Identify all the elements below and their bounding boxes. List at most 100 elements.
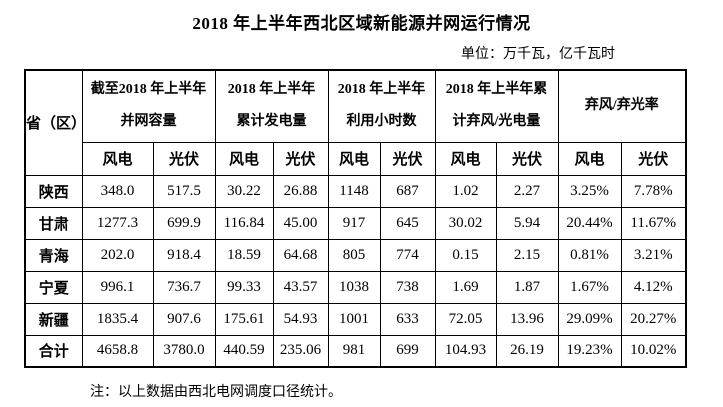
value-cell: 0.15 <box>434 238 497 272</box>
sub-header-solar: 光伏 <box>620 141 687 176</box>
value-cell: 30.02 <box>434 206 497 240</box>
value-cell: 10.02% <box>620 334 687 368</box>
value-cell: 1835.4 <box>81 302 154 336</box>
sub-header-row: 风电 光伏 风电 光伏 风电 光伏 风电 光伏 风电 光伏 <box>25 141 687 176</box>
corner-header-province: 省（区） <box>24 69 83 176</box>
table-row-xinjiang: 新疆 1835.4 907.6 175.61 54.93 1001 633 72… <box>24 302 687 336</box>
value-cell: 1.69 <box>434 270 497 304</box>
value-cell: 1001 <box>327 302 381 336</box>
value-cell: 235.06 <box>272 334 329 368</box>
page-title: 2018 年上半年西北区域新能源并网运行情况 <box>192 14 531 33</box>
value-cell: 3.25% <box>557 174 622 208</box>
province-cell: 新疆 <box>24 302 83 336</box>
group-header-line: 计弃风/光电量 <box>452 114 541 130</box>
table-row-total: 合计 4658.8 3780.0 440.59 235.06 981 699 1… <box>24 334 687 368</box>
value-cell: 687 <box>379 174 436 208</box>
group-header-cumulative-generation: 2018 年上半年 累计发电量 <box>214 69 329 143</box>
group-header-line: 2018 年上半年 <box>337 82 426 98</box>
group-header-line: 弃风/弃光率 <box>584 98 659 114</box>
value-cell: 26.88 <box>272 174 329 208</box>
value-cell: 918.4 <box>152 238 216 272</box>
value-cell: 54.93 <box>272 302 329 336</box>
value-cell: 0.81% <box>557 238 622 272</box>
province-cell: 青海 <box>24 238 83 272</box>
value-cell: 699.9 <box>152 206 216 240</box>
value-cell: 699 <box>379 334 436 368</box>
sub-header-wind: 风电 <box>327 141 381 176</box>
value-cell: 20.44% <box>557 206 622 240</box>
table-row-ningxia: 宁夏 996.1 736.7 99.33 43.57 1038 738 1.69… <box>24 270 687 304</box>
value-cell: 2.15 <box>495 238 559 272</box>
value-cell: 72.05 <box>434 302 497 336</box>
value-cell: 1038 <box>327 270 381 304</box>
new-energy-grid-table: 省（区） 截至2018 年上半年 并网容量 2018 年上半年 累计发电量 20… <box>24 69 688 368</box>
value-cell: 5.94 <box>495 206 559 240</box>
table-row-shaanxi: 陕西 348.0 517.5 30.22 26.88 1148 687 1.02… <box>24 174 687 208</box>
group-header-line: 截至2018 年上半年 <box>90 82 207 98</box>
value-cell: 99.33 <box>214 270 274 304</box>
value-cell: 20.27% <box>620 302 687 336</box>
group-header-curtailment-rate: 弃风/弃光率 <box>557 69 687 143</box>
sub-header-wind: 风电 <box>557 141 622 176</box>
group-header-line: 2018 年上半年累 <box>445 82 548 98</box>
value-cell: 26.19 <box>495 334 559 368</box>
value-cell: 348.0 <box>81 174 154 208</box>
value-cell: 907.6 <box>152 302 216 336</box>
value-cell: 996.1 <box>81 270 154 304</box>
group-header-grid-capacity: 截至2018 年上半年 并网容量 <box>81 69 216 143</box>
value-cell: 29.09% <box>557 302 622 336</box>
sub-header-wind: 风电 <box>81 141 154 176</box>
value-cell: 774 <box>379 238 436 272</box>
group-header-row: 省（区） 截至2018 年上半年 并网容量 2018 年上半年 累计发电量 20… <box>24 69 687 176</box>
value-cell: 19.23% <box>557 334 622 368</box>
table-row-gansu: 甘肃 1277.3 699.9 116.84 45.00 917 645 30.… <box>24 206 687 240</box>
sub-header-solar: 光伏 <box>379 141 436 176</box>
value-cell: 13.96 <box>495 302 559 336</box>
group-header-line: 利用小时数 <box>346 114 417 130</box>
value-cell: 2.27 <box>495 174 559 208</box>
value-cell: 917 <box>327 206 381 240</box>
group-header-line: 累计发电量 <box>236 114 307 130</box>
value-cell: 202.0 <box>81 238 154 272</box>
sub-header-solar: 光伏 <box>495 141 559 176</box>
value-cell: 11.67% <box>620 206 687 240</box>
value-cell: 1.02 <box>434 174 497 208</box>
group-header-line: 2018 年上半年 <box>227 82 316 98</box>
value-cell: 738 <box>379 270 436 304</box>
value-cell: 736.7 <box>152 270 216 304</box>
value-cell: 981 <box>327 334 381 368</box>
province-cell: 甘肃 <box>24 206 83 240</box>
value-cell: 633 <box>379 302 436 336</box>
group-header-utilization-hours: 2018 年上半年 利用小时数 <box>327 69 436 143</box>
value-cell: 3.21% <box>620 238 687 272</box>
value-cell: 440.59 <box>214 334 274 368</box>
province-cell: 陕西 <box>24 174 83 208</box>
value-cell: 43.57 <box>272 270 329 304</box>
value-cell: 805 <box>327 238 381 272</box>
value-cell: 3780.0 <box>152 334 216 368</box>
value-cell: 1148 <box>327 174 381 208</box>
value-cell: 4658.8 <box>81 334 154 368</box>
table-row-qinghai: 青海 202.0 918.4 18.59 64.68 805 774 0.15 … <box>24 238 687 272</box>
group-header-curtailed-energy: 2018 年上半年累 计弃风/光电量 <box>434 69 559 143</box>
value-cell: 517.5 <box>152 174 216 208</box>
value-cell: 1277.3 <box>81 206 154 240</box>
footnote: 注：以上数据由西北电网调度口径统计。 <box>90 385 342 400</box>
sub-header-solar: 光伏 <box>272 141 329 176</box>
value-cell: 645 <box>379 206 436 240</box>
province-cell: 合计 <box>24 334 83 368</box>
value-cell: 18.59 <box>214 238 274 272</box>
unit-note: 单位：万千瓦，亿千瓦时 <box>461 47 615 62</box>
value-cell: 4.12% <box>620 270 687 304</box>
value-cell: 30.22 <box>214 174 274 208</box>
province-cell: 宁夏 <box>24 270 83 304</box>
sub-header-wind: 风电 <box>434 141 497 176</box>
value-cell: 116.84 <box>214 206 274 240</box>
value-cell: 175.61 <box>214 302 274 336</box>
sub-header-solar: 光伏 <box>152 141 216 176</box>
value-cell: 7.78% <box>620 174 687 208</box>
value-cell: 1.87 <box>495 270 559 304</box>
value-cell: 64.68 <box>272 238 329 272</box>
value-cell: 104.93 <box>434 334 497 368</box>
